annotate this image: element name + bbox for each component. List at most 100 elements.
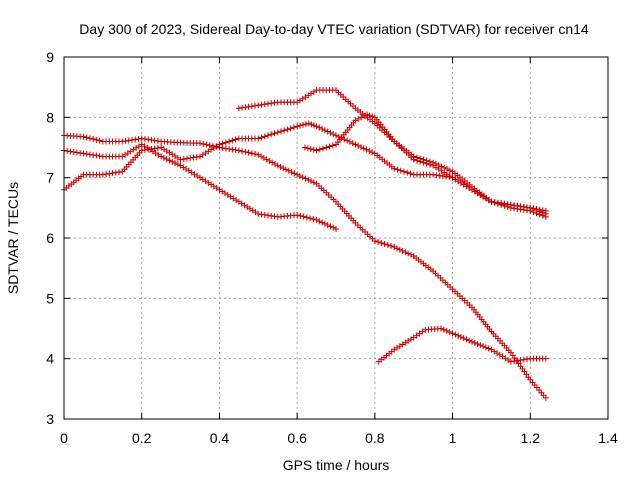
data-point bbox=[284, 126, 291, 133]
data-point bbox=[449, 330, 456, 337]
data-point bbox=[452, 331, 459, 338]
data-point bbox=[410, 156, 417, 163]
data-point bbox=[381, 241, 388, 248]
x-tick-label: 0.2 bbox=[132, 430, 152, 446]
data-point bbox=[324, 222, 331, 229]
data-point bbox=[501, 200, 508, 207]
data-point bbox=[109, 170, 116, 177]
data-point bbox=[527, 204, 534, 211]
data-point bbox=[426, 161, 433, 168]
data-point bbox=[463, 336, 470, 343]
data-point bbox=[169, 158, 176, 165]
x-tick-label: 1.4 bbox=[598, 430, 618, 446]
data-point bbox=[261, 211, 268, 218]
data-point bbox=[423, 160, 430, 167]
data-point bbox=[268, 212, 275, 219]
x-axis-title: GPS time / hours bbox=[283, 457, 390, 473]
data-point bbox=[288, 169, 295, 176]
data-point bbox=[324, 128, 331, 135]
y-tick-label: 9 bbox=[46, 49, 54, 65]
data-point bbox=[172, 160, 179, 167]
data-point bbox=[439, 173, 446, 180]
data-point bbox=[294, 123, 301, 130]
data-point bbox=[285, 167, 292, 174]
data-point bbox=[477, 342, 484, 349]
data-point bbox=[305, 176, 312, 183]
data-point bbox=[485, 345, 492, 352]
data-point bbox=[154, 137, 161, 144]
data-point bbox=[280, 165, 287, 172]
data-point bbox=[321, 127, 328, 134]
data-point bbox=[119, 138, 126, 145]
data-point bbox=[245, 149, 252, 156]
data-point bbox=[369, 149, 376, 156]
y-tick-label: 4 bbox=[46, 351, 54, 367]
data-point bbox=[397, 167, 404, 174]
x-tick-label: 0.4 bbox=[210, 430, 230, 446]
data-point bbox=[369, 113, 376, 120]
data-point bbox=[520, 203, 527, 210]
data-point bbox=[307, 215, 314, 222]
data-point bbox=[235, 105, 242, 112]
data-point bbox=[287, 125, 294, 132]
data-point bbox=[517, 357, 524, 364]
data-point bbox=[360, 145, 367, 152]
data-point bbox=[138, 147, 145, 154]
data-point bbox=[80, 150, 87, 157]
data-point bbox=[86, 135, 93, 142]
data-point bbox=[239, 148, 246, 155]
data-point bbox=[366, 112, 373, 119]
y-tick-label: 3 bbox=[46, 411, 54, 427]
data-point bbox=[346, 138, 353, 145]
data-point bbox=[73, 149, 80, 156]
data-point bbox=[96, 137, 103, 144]
data-point bbox=[407, 251, 414, 258]
x-tick-label: 0.6 bbox=[287, 430, 307, 446]
data-point bbox=[327, 223, 334, 230]
data-point bbox=[511, 358, 518, 365]
data-point bbox=[294, 171, 301, 178]
data-point bbox=[96, 153, 103, 160]
data-point bbox=[402, 249, 409, 256]
data-point bbox=[310, 122, 317, 129]
data-point bbox=[308, 121, 315, 128]
data-point bbox=[352, 141, 359, 148]
data-point bbox=[460, 335, 467, 342]
data-point bbox=[132, 136, 139, 143]
data-point bbox=[357, 144, 364, 151]
data-point bbox=[305, 120, 312, 127]
data-point bbox=[299, 174, 306, 181]
data-point bbox=[86, 151, 93, 158]
data-point bbox=[539, 209, 546, 216]
data-point bbox=[180, 156, 187, 163]
data-point bbox=[232, 136, 239, 143]
data-point bbox=[417, 158, 424, 165]
data-point bbox=[514, 202, 521, 209]
data-point bbox=[77, 150, 84, 157]
data-point bbox=[235, 147, 242, 154]
data-point bbox=[93, 136, 100, 143]
data-point bbox=[252, 102, 259, 109]
data-point bbox=[436, 172, 443, 179]
data-point bbox=[321, 220, 328, 227]
data-point bbox=[313, 216, 320, 223]
data-point bbox=[296, 172, 303, 179]
data-point bbox=[200, 140, 207, 147]
data-point bbox=[274, 129, 281, 136]
data-point bbox=[455, 332, 462, 339]
data-point bbox=[271, 99, 278, 106]
data-point bbox=[222, 145, 229, 152]
data-point bbox=[297, 212, 304, 219]
data-point bbox=[116, 169, 123, 176]
data-point bbox=[323, 144, 330, 151]
data-point bbox=[542, 355, 549, 362]
data-point bbox=[83, 134, 90, 141]
data-point bbox=[187, 155, 194, 162]
data-point bbox=[129, 136, 135, 143]
data-point bbox=[274, 162, 281, 169]
data-point bbox=[482, 344, 489, 351]
chart-title: Day 300 of 2023, Sidereal Day-to-day VTE… bbox=[79, 21, 589, 37]
data-point bbox=[135, 135, 142, 142]
data-point bbox=[384, 242, 391, 249]
